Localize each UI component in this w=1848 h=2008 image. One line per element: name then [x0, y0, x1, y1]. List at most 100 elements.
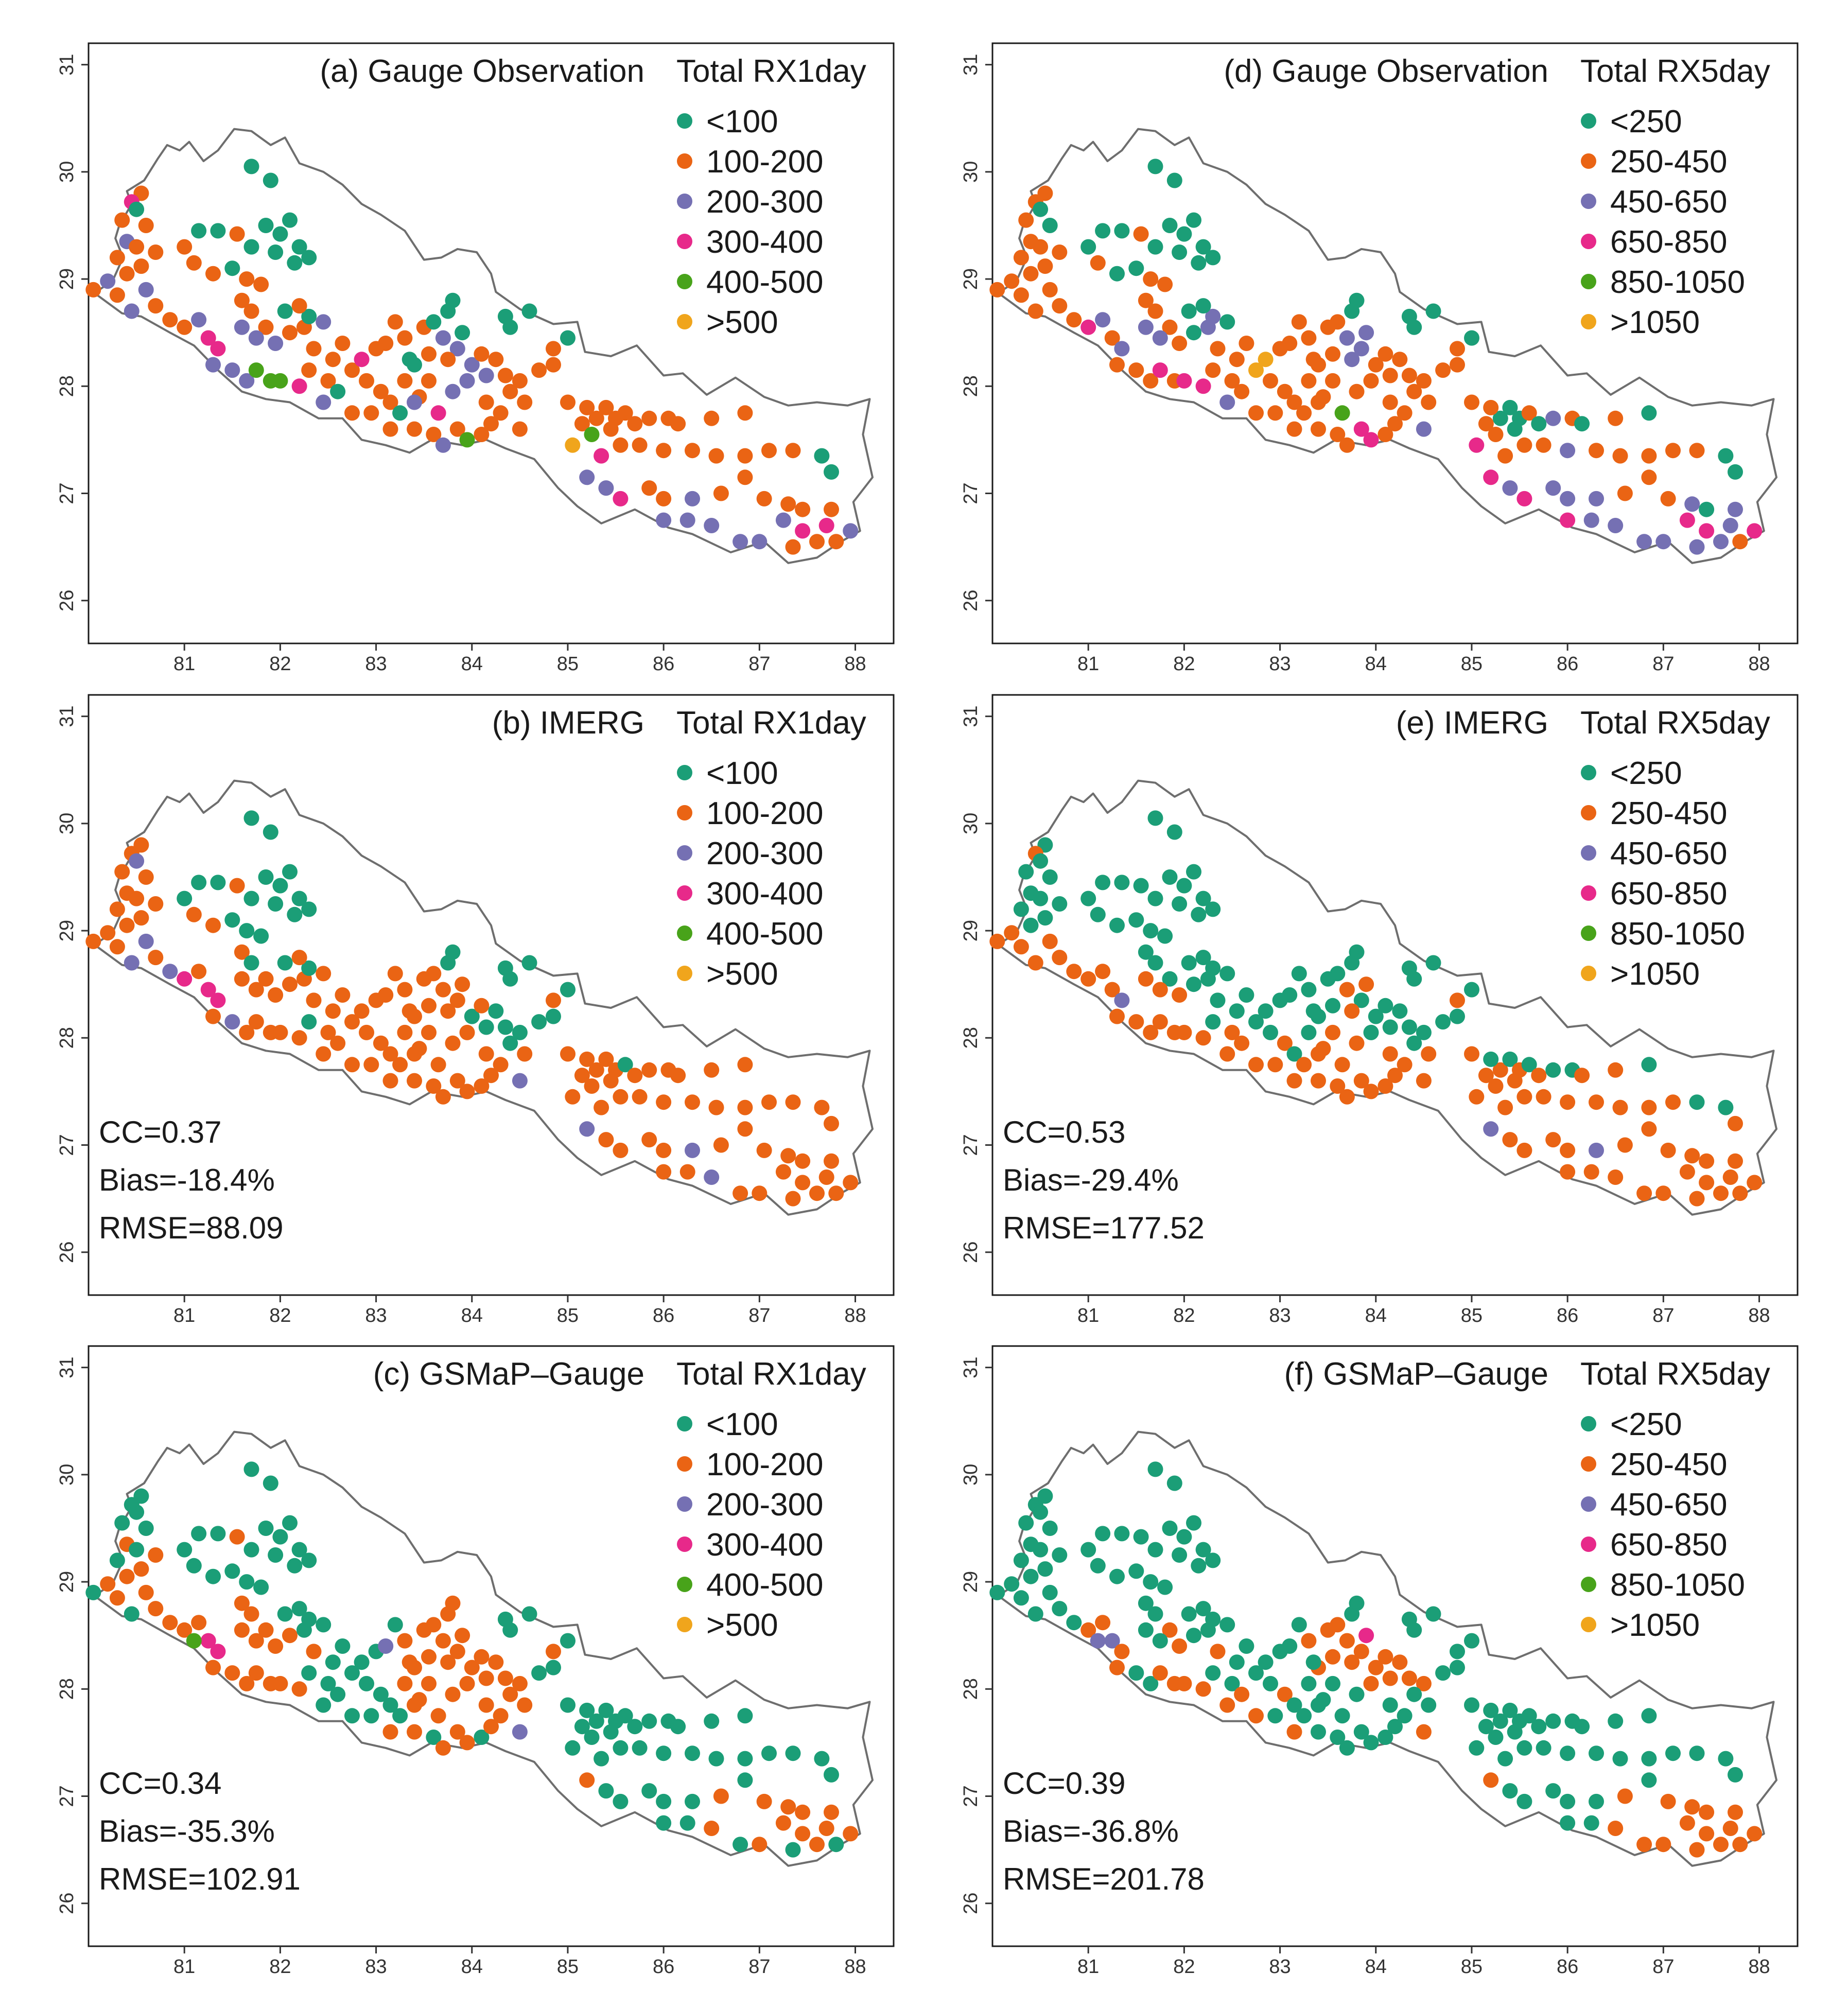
station-point	[1095, 964, 1111, 980]
station-point	[1536, 1740, 1551, 1756]
station-point	[1080, 890, 1096, 906]
station-point	[378, 336, 394, 351]
station-point	[435, 982, 451, 998]
station-point	[685, 1142, 700, 1158]
station-point	[488, 352, 504, 368]
station-point	[679, 512, 695, 528]
station-point	[1219, 314, 1235, 330]
station-point	[809, 534, 825, 550]
station-point	[474, 1649, 490, 1665]
station-point	[272, 373, 288, 389]
station-point	[1152, 1665, 1168, 1681]
station-point	[1128, 260, 1144, 276]
station-point	[1263, 1675, 1278, 1691]
station-point	[363, 1057, 379, 1073]
station-point	[1291, 314, 1307, 330]
station-point	[1138, 971, 1154, 987]
station-point	[1392, 352, 1408, 368]
station-point	[565, 1740, 581, 1756]
x-tick-label: 81	[173, 1956, 195, 1978]
station-point	[502, 1686, 518, 1702]
station-point	[239, 1024, 255, 1040]
station-point	[1728, 464, 1743, 480]
x-tick-label: 85	[1461, 1305, 1483, 1326]
station-point	[512, 1073, 528, 1089]
station-point	[1186, 1515, 1201, 1531]
station-point	[1080, 1622, 1096, 1638]
station-point	[1349, 1686, 1365, 1702]
station-point	[234, 944, 250, 960]
y-tick-label: 31	[56, 706, 78, 727]
station-point	[1325, 998, 1340, 1014]
station-point	[1234, 1686, 1250, 1702]
station-point	[1267, 405, 1283, 421]
station-point	[1205, 362, 1221, 378]
station-point	[306, 992, 322, 1008]
x-tick-label: 81	[1077, 1956, 1099, 1978]
station-point	[1176, 878, 1192, 894]
station-point	[191, 223, 207, 239]
station-point	[579, 1702, 595, 1718]
x-tick-label: 87	[748, 653, 770, 675]
station-point	[795, 1175, 811, 1191]
station-point	[656, 1793, 672, 1809]
legend-label: <100	[706, 104, 778, 139]
station-point	[756, 1142, 772, 1158]
station-point	[1195, 890, 1211, 906]
station-point	[1286, 1724, 1302, 1740]
legend-key	[1581, 1456, 1596, 1472]
station-point	[1147, 303, 1163, 319]
station-point	[1421, 1046, 1437, 1062]
station-point	[224, 912, 240, 928]
station-point	[814, 1751, 830, 1767]
station-point	[1325, 1649, 1340, 1665]
station-point	[253, 1579, 269, 1595]
station-point	[291, 298, 307, 314]
station-point	[1147, 1606, 1163, 1622]
station-point	[708, 448, 724, 464]
station-point	[119, 1568, 135, 1584]
station-point	[1286, 1073, 1302, 1089]
x-tick-label: 86	[653, 1956, 674, 1978]
station-point	[426, 427, 442, 442]
station-point	[1416, 421, 1432, 437]
station-point	[1349, 1595, 1365, 1611]
station-point	[1641, 1772, 1657, 1788]
station-point	[775, 1164, 791, 1180]
station-point	[656, 491, 672, 507]
panel-title: (b) IMERG	[492, 705, 644, 741]
station-point	[1589, 1094, 1604, 1110]
station-point	[109, 1590, 125, 1606]
station-point	[1488, 1730, 1504, 1745]
station-point	[234, 319, 250, 335]
station-point	[239, 1675, 255, 1691]
station-point	[100, 1576, 116, 1592]
station-point	[1042, 869, 1058, 885]
station-point	[1583, 512, 1599, 528]
station-point	[641, 1062, 657, 1078]
station-point	[670, 1068, 686, 1084]
station-point	[1172, 336, 1188, 351]
station-point	[426, 966, 442, 982]
y-tick-label: 31	[56, 54, 78, 76]
station-point	[843, 1175, 859, 1191]
station-point	[679, 1164, 695, 1180]
x-tick-label: 86	[653, 1305, 674, 1326]
x-tick-label: 81	[1077, 653, 1099, 675]
station-point	[1330, 427, 1346, 442]
station-point	[1353, 341, 1369, 357]
station-point	[1718, 1751, 1734, 1767]
station-point	[1583, 1815, 1599, 1831]
station-point	[565, 1089, 581, 1105]
station-point	[656, 1142, 672, 1158]
station-point	[445, 1595, 461, 1611]
station-point	[148, 950, 164, 966]
station-point	[426, 1078, 442, 1094]
x-tick-label: 87	[1652, 1956, 1674, 1978]
nepal-boundary	[997, 128, 1777, 564]
y-tick-label: 26	[960, 590, 982, 612]
station-point	[148, 896, 164, 912]
station-point	[316, 314, 332, 330]
station-point	[407, 1724, 422, 1740]
station-point	[109, 1552, 125, 1568]
